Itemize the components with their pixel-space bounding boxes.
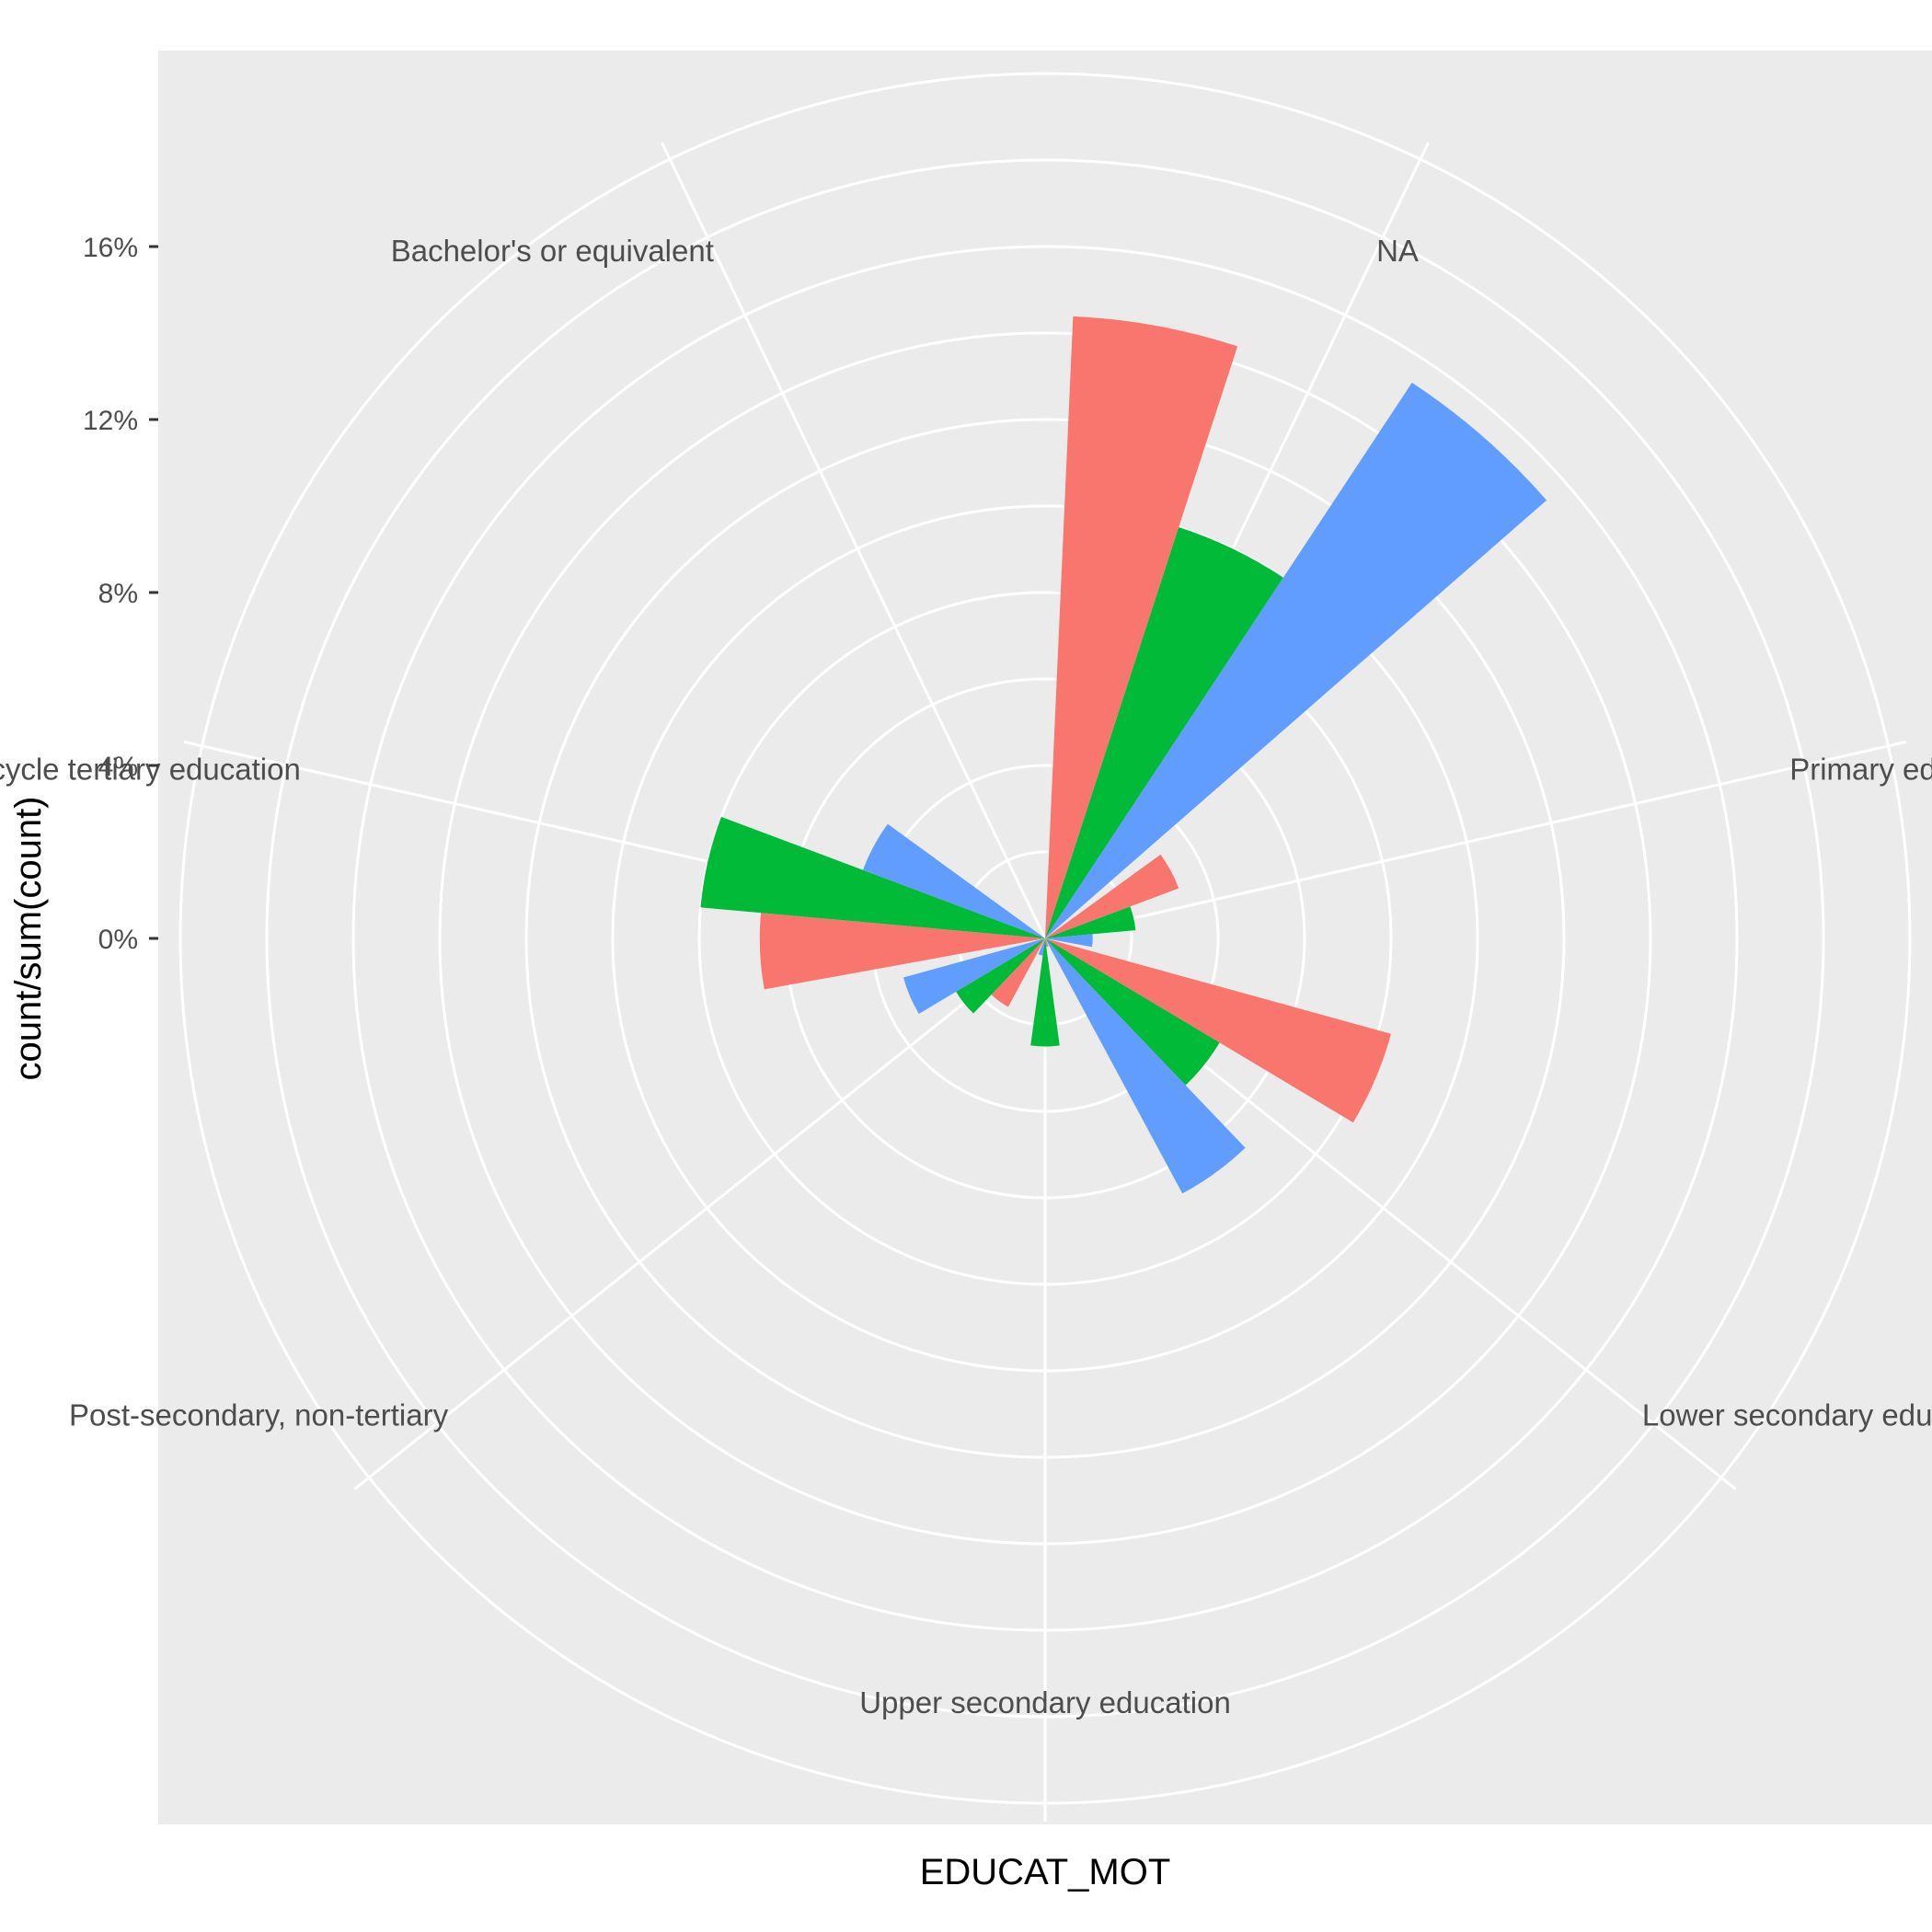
y-tick-label: 16% — [83, 233, 138, 263]
y-tick-label: 0% — [98, 925, 138, 955]
y-tick-label: 12% — [83, 406, 138, 436]
y-tick-label: 8% — [98, 579, 138, 609]
bar-5-2 — [862, 823, 1045, 938]
bar-4-1 — [956, 938, 1045, 1014]
y-tick-label: 4% — [98, 752, 138, 782]
bar-5-0 — [759, 913, 1045, 990]
category-label: Bachelor's or equivalent — [391, 234, 714, 268]
category-label: Lower secondary education — [1642, 1398, 1932, 1432]
bar-3-0 — [1045, 938, 1049, 948]
category-label: Post-secondary, non-tertiary — [69, 1398, 449, 1432]
y-axis-title: count/sum(count) — [8, 796, 49, 1080]
bar-3-2 — [1038, 938, 1045, 956]
bar-1-0 — [1045, 854, 1179, 938]
bar-2-0 — [1045, 938, 1392, 1123]
y-axis: 0% 4% 8% 12% 16% — [83, 233, 158, 955]
grid-spoke — [353, 937, 1046, 1490]
grid-spoke — [661, 142, 1047, 939]
x-axis-title: EDUCAT_MOT — [920, 1852, 1171, 1892]
bar-0-1 — [1045, 527, 1283, 938]
grid-spoke — [1044, 740, 1907, 940]
bar-2-2 — [1045, 938, 1246, 1194]
category-label: Short-cycle tertiary education — [0, 752, 301, 786]
grid — [178, 72, 1912, 1822]
bar-0-2 — [1045, 382, 1547, 938]
bar-1-2 — [1045, 934, 1093, 948]
bar-4-0 — [991, 938, 1045, 1007]
category-label: Primary education or less — [1789, 752, 1932, 786]
category-labels: NA Primary education or less Lower seconda… — [0, 234, 1932, 1719]
bars — [700, 316, 1547, 1194]
bar-4-2 — [903, 938, 1045, 1014]
category-label: Upper secondary education — [859, 1685, 1231, 1719]
bar-0-0 — [1045, 316, 1238, 939]
bar-2-1 — [1045, 938, 1220, 1086]
bar-5-1 — [700, 816, 1045, 938]
bar-1-1 — [1045, 906, 1136, 938]
bar-3-1 — [1030, 938, 1060, 1047]
category-label: NA — [1376, 234, 1419, 268]
